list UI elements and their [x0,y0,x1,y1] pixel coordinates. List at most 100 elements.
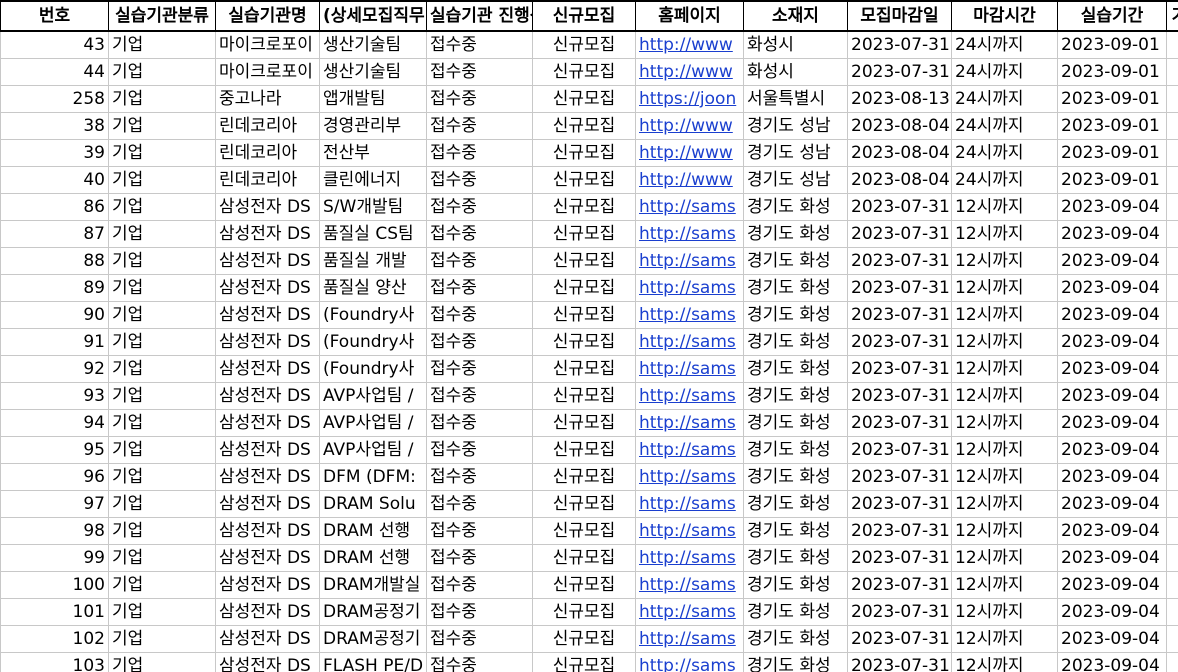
cell-period[interactable]: 2023-09-04 [1057,382,1167,410]
cell-number[interactable]: 99 [0,544,109,572]
cell-deadline-date[interactable]: 2023-07-31 [847,220,952,248]
cell-progress[interactable]: 접수중 [426,166,533,194]
cell-number[interactable]: 40 [0,166,109,194]
cell-org-name[interactable]: 삼성전자 DS [215,517,320,545]
cell-deadline-date[interactable]: 2023-07-31 [847,409,952,437]
cell-period[interactable]: 2023-09-04 [1057,517,1167,545]
cell-progress[interactable]: 접수중 [426,247,533,275]
cell-org-name[interactable]: 삼성전자 DS [215,436,320,464]
cell-category[interactable]: 기업 [108,463,216,491]
cell-period[interactable]: 2023-09-04 [1057,490,1167,518]
cell-category[interactable]: 기업 [108,544,216,572]
cell-location[interactable]: 서울특별시 [743,85,848,113]
cell-category[interactable]: 기업 [108,571,216,599]
cell-org-name[interactable]: 마이크로포이 [215,30,320,59]
column-header[interactable]: 실습기관명 [215,0,320,32]
cell-org-name[interactable]: 삼성전자 DS [215,652,320,672]
cell-location[interactable]: 경기도 화성 [743,247,848,275]
cell-category[interactable]: 기업 [108,247,216,275]
cell-recruit-type[interactable]: 신규모집 [532,463,636,491]
cell-location[interactable]: 경기도 성남 [743,166,848,194]
cell-deadline-date[interactable]: 2023-07-31 [847,517,952,545]
cell-period[interactable]: 2023-09-01 [1057,139,1167,167]
cell-org-name[interactable]: 중고나라 [215,85,320,113]
cell-job-detail[interactable]: 품질실 개발 [319,247,427,275]
cell-homepage-link[interactable]: http://sams [635,436,744,464]
column-header[interactable]: 신규모집 [532,0,636,32]
cell-homepage-link[interactable]: http://sams [635,193,744,221]
cell-period[interactable]: 2023-09-04 [1057,625,1167,653]
cell-deadline-date[interactable]: 2023-07-31 [847,544,952,572]
cell-deadline-time[interactable]: 12시까지 [951,517,1058,545]
cell-org-name[interactable]: 삼성전자 DS [215,409,320,437]
cell-recruit-type[interactable]: 신규모집 [532,355,636,383]
cell-progress[interactable]: 접수중 [426,139,533,167]
cell-job-detail[interactable]: 경영관리부 [319,112,427,140]
cell-progress[interactable]: 접수중 [426,517,533,545]
cell-job-detail[interactable]: AVP사업팀 / [319,382,427,410]
cell-progress[interactable]: 접수중 [426,598,533,626]
cell-number[interactable]: 89 [0,274,109,302]
cell-progress[interactable]: 접수중 [426,220,533,248]
column-header[interactable]: 소재지 [743,0,848,32]
cell-empty[interactable] [1166,436,1178,464]
cell-period[interactable]: 2023-09-01 [1057,30,1167,59]
cell-deadline-time[interactable]: 12시까지 [951,220,1058,248]
cell-category[interactable]: 기업 [108,85,216,113]
cell-job-detail[interactable]: DRAM개발실 [319,571,427,599]
cell-deadline-date[interactable]: 2023-08-04 [847,166,952,194]
cell-deadline-date[interactable]: 2023-07-31 [847,463,952,491]
cell-deadline-date[interactable]: 2023-07-31 [847,490,952,518]
cell-progress[interactable]: 접수중 [426,85,533,113]
cell-recruit-type[interactable]: 신규모집 [532,247,636,275]
cell-recruit-type[interactable]: 신규모집 [532,490,636,518]
cell-period[interactable]: 2023-09-04 [1057,328,1167,356]
cell-deadline-date[interactable]: 2023-07-31 [847,652,952,672]
cell-job-detail[interactable]: 생산기술팀 [319,58,427,86]
cell-period[interactable]: 2023-09-04 [1057,598,1167,626]
cell-category[interactable]: 기업 [108,652,216,672]
cell-empty[interactable] [1166,409,1178,437]
cell-job-detail[interactable]: AVP사업팀 / [319,409,427,437]
cell-category[interactable]: 기업 [108,274,216,302]
cell-number[interactable]: 98 [0,517,109,545]
cell-homepage-link[interactable]: http://www [635,30,744,59]
cell-homepage-link[interactable]: http://sams [635,220,744,248]
cell-deadline-time[interactable]: 24시까지 [951,139,1058,167]
cell-job-detail[interactable]: (Foundry사 [319,355,427,383]
cell-org-name[interactable]: 마이크로포이 [215,58,320,86]
cell-org-name[interactable]: 삼성전자 DS [215,247,320,275]
cell-deadline-date[interactable]: 2023-07-31 [847,436,952,464]
cell-deadline-date[interactable]: 2023-07-31 [847,598,952,626]
cell-recruit-type[interactable]: 신규모집 [532,220,636,248]
cell-deadline-time[interactable]: 12시까지 [951,463,1058,491]
cell-job-detail[interactable]: AVP사업팀 / [319,436,427,464]
cell-recruit-type[interactable]: 신규모집 [532,409,636,437]
column-header[interactable]: (상세모집직무) [319,0,427,32]
cell-number[interactable]: 38 [0,112,109,140]
cell-recruit-type[interactable]: 신규모집 [532,436,636,464]
cell-recruit-type[interactable]: 신규모집 [532,85,636,113]
column-header[interactable]: 실습기간 [1057,0,1167,32]
cell-category[interactable]: 기업 [108,166,216,194]
cell-location[interactable]: 경기도 화성 [743,652,848,672]
cell-empty[interactable] [1166,139,1178,167]
cell-recruit-type[interactable]: 신규모집 [532,58,636,86]
cell-number[interactable]: 97 [0,490,109,518]
cell-location[interactable]: 경기도 화성 [743,355,848,383]
cell-location[interactable]: 경기도 화성 [743,193,848,221]
cell-category[interactable]: 기업 [108,436,216,464]
cell-period[interactable]: 2023-09-04 [1057,301,1167,329]
cell-org-name[interactable]: 삼성전자 DS [215,220,320,248]
cell-homepage-link[interactable]: http://sams [635,517,744,545]
cell-progress[interactable]: 접수중 [426,382,533,410]
cell-job-detail[interactable]: DRAM 선행 [319,544,427,572]
cell-empty[interactable] [1166,328,1178,356]
cell-location[interactable]: 경기도 화성 [743,382,848,410]
cell-period[interactable]: 2023-09-04 [1057,463,1167,491]
column-header[interactable]: 실습기관분류 [108,0,216,32]
cell-location[interactable]: 경기도 화성 [743,598,848,626]
cell-job-detail[interactable]: (Foundry사 [319,328,427,356]
column-header[interactable]: 모집마감일 [847,0,952,32]
